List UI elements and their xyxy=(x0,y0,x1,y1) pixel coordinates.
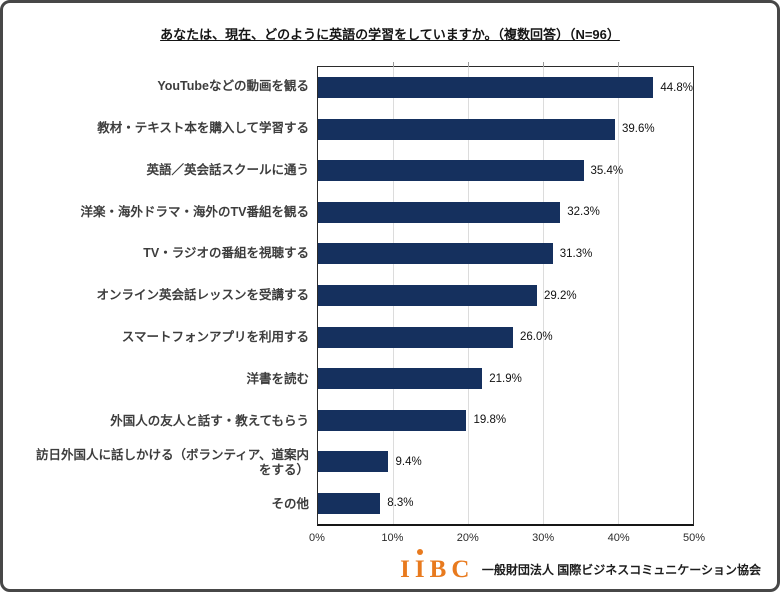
bar xyxy=(318,409,467,431)
bar-row: 31.3% xyxy=(318,233,693,275)
category-label: スマートフォンアプリを利用する xyxy=(121,329,309,344)
bar-row: 39.6% xyxy=(318,109,693,151)
top-tick-mark xyxy=(543,62,544,67)
bar-row: 32.3% xyxy=(318,192,693,234)
bar-row: 19.8% xyxy=(318,399,693,441)
bar xyxy=(318,326,513,348)
category-label: 英語／英会話スクールに通う xyxy=(146,162,309,177)
gridline xyxy=(618,67,619,524)
category-label: 訪日外国人に話しかける（ボランティア、道案内をする） xyxy=(36,447,310,478)
value-label: 8.3% xyxy=(387,497,414,510)
iibc-logo-dot xyxy=(416,549,423,555)
bar xyxy=(318,368,483,390)
value-label: 26.0% xyxy=(520,331,553,344)
bar xyxy=(318,492,381,514)
category-label: TV・ラジオの番組を視聴する xyxy=(143,246,309,261)
bar xyxy=(318,451,389,473)
x-axis-tick-label: 20% xyxy=(456,532,479,544)
bar xyxy=(318,118,615,140)
bar-row: 26.0% xyxy=(318,316,693,358)
bar xyxy=(318,201,561,223)
value-label: 32.3% xyxy=(567,206,600,219)
category-label: 教材・テキスト本を購入して学習する xyxy=(97,120,309,135)
value-label: 39.6% xyxy=(621,123,655,136)
bar-row: 9.4% xyxy=(318,441,693,483)
x-axis-tick-label: 0% xyxy=(309,532,325,544)
category-label: 洋楽・海外ドラマ・海外のTV番組を観る xyxy=(80,204,309,219)
category-label: YouTubeなどの動画を観る xyxy=(157,79,309,94)
value-label: 21.9% xyxy=(489,372,522,385)
iibc-logo-letter: B xyxy=(429,556,447,583)
top-tick-mark xyxy=(468,62,469,67)
bar-chart: YouTubeなどの動画を観る教材・テキスト本を購入して学習する英語／英会話スク… xyxy=(36,62,694,526)
bar xyxy=(318,285,537,306)
category-label: 洋書を読む xyxy=(246,371,309,386)
org-name-label: 一般財団法人 国際ビジネスコミュニケーション協会 xyxy=(481,563,761,577)
category-label: その他 xyxy=(271,497,309,512)
bar-row: 21.9% xyxy=(318,358,693,400)
bar xyxy=(318,243,553,265)
x-axis-tick-label: 30% xyxy=(532,532,555,544)
plot-area: 44.8% 39.6% 35.4% 32.3% 31.3% 29.2% 26.0% 21.9%… xyxy=(317,62,694,526)
chart-title: あなたは、現在、どのように英語の学習をしていますか。（複数回答）（N=96） xyxy=(160,27,620,42)
bar-row: 29.2% xyxy=(318,275,693,317)
iibc-logo-letter: C xyxy=(451,556,470,583)
value-label: 44.8% xyxy=(660,81,693,94)
bar-row: 8.3% xyxy=(318,482,693,524)
bar-row: 44.8% xyxy=(318,67,693,109)
x-axis-tick-label: 40% xyxy=(607,532,630,544)
category-label: オンライン英会話レッスンを受講する xyxy=(96,288,309,303)
value-label: 29.2% xyxy=(544,289,577,302)
gridline xyxy=(543,67,544,524)
iibc-logo-letter: I xyxy=(415,549,425,582)
category-label: 外国人の友人と話す・教えてもらう xyxy=(110,413,309,428)
x-axis: 0% 10% 20% 30% 40% 50% xyxy=(309,532,705,548)
bar-row: 35.4% xyxy=(318,150,693,192)
top-tick-mark xyxy=(618,62,619,67)
x-axis-tick-label: 10% xyxy=(381,532,404,544)
value-label: 31.3% xyxy=(559,247,593,260)
iibc-logo-letter: I xyxy=(400,556,410,583)
value-label: 19.8% xyxy=(473,414,507,427)
category-axis: YouTubeなどの動画を観る教材・テキスト本を購入して学習する英語／英会話スク… xyxy=(36,66,317,526)
x-axis-tick-label: 50% xyxy=(682,532,706,544)
top-tick-mark xyxy=(393,62,394,67)
bar xyxy=(318,160,584,182)
bar xyxy=(318,77,654,99)
value-label: 35.4% xyxy=(590,164,624,177)
bar-rows: 44.8% 39.6% 35.4% 32.3% 31.3% 29.2% 26.0% 21.9%… xyxy=(318,67,693,524)
value-label: 9.4% xyxy=(395,455,422,468)
